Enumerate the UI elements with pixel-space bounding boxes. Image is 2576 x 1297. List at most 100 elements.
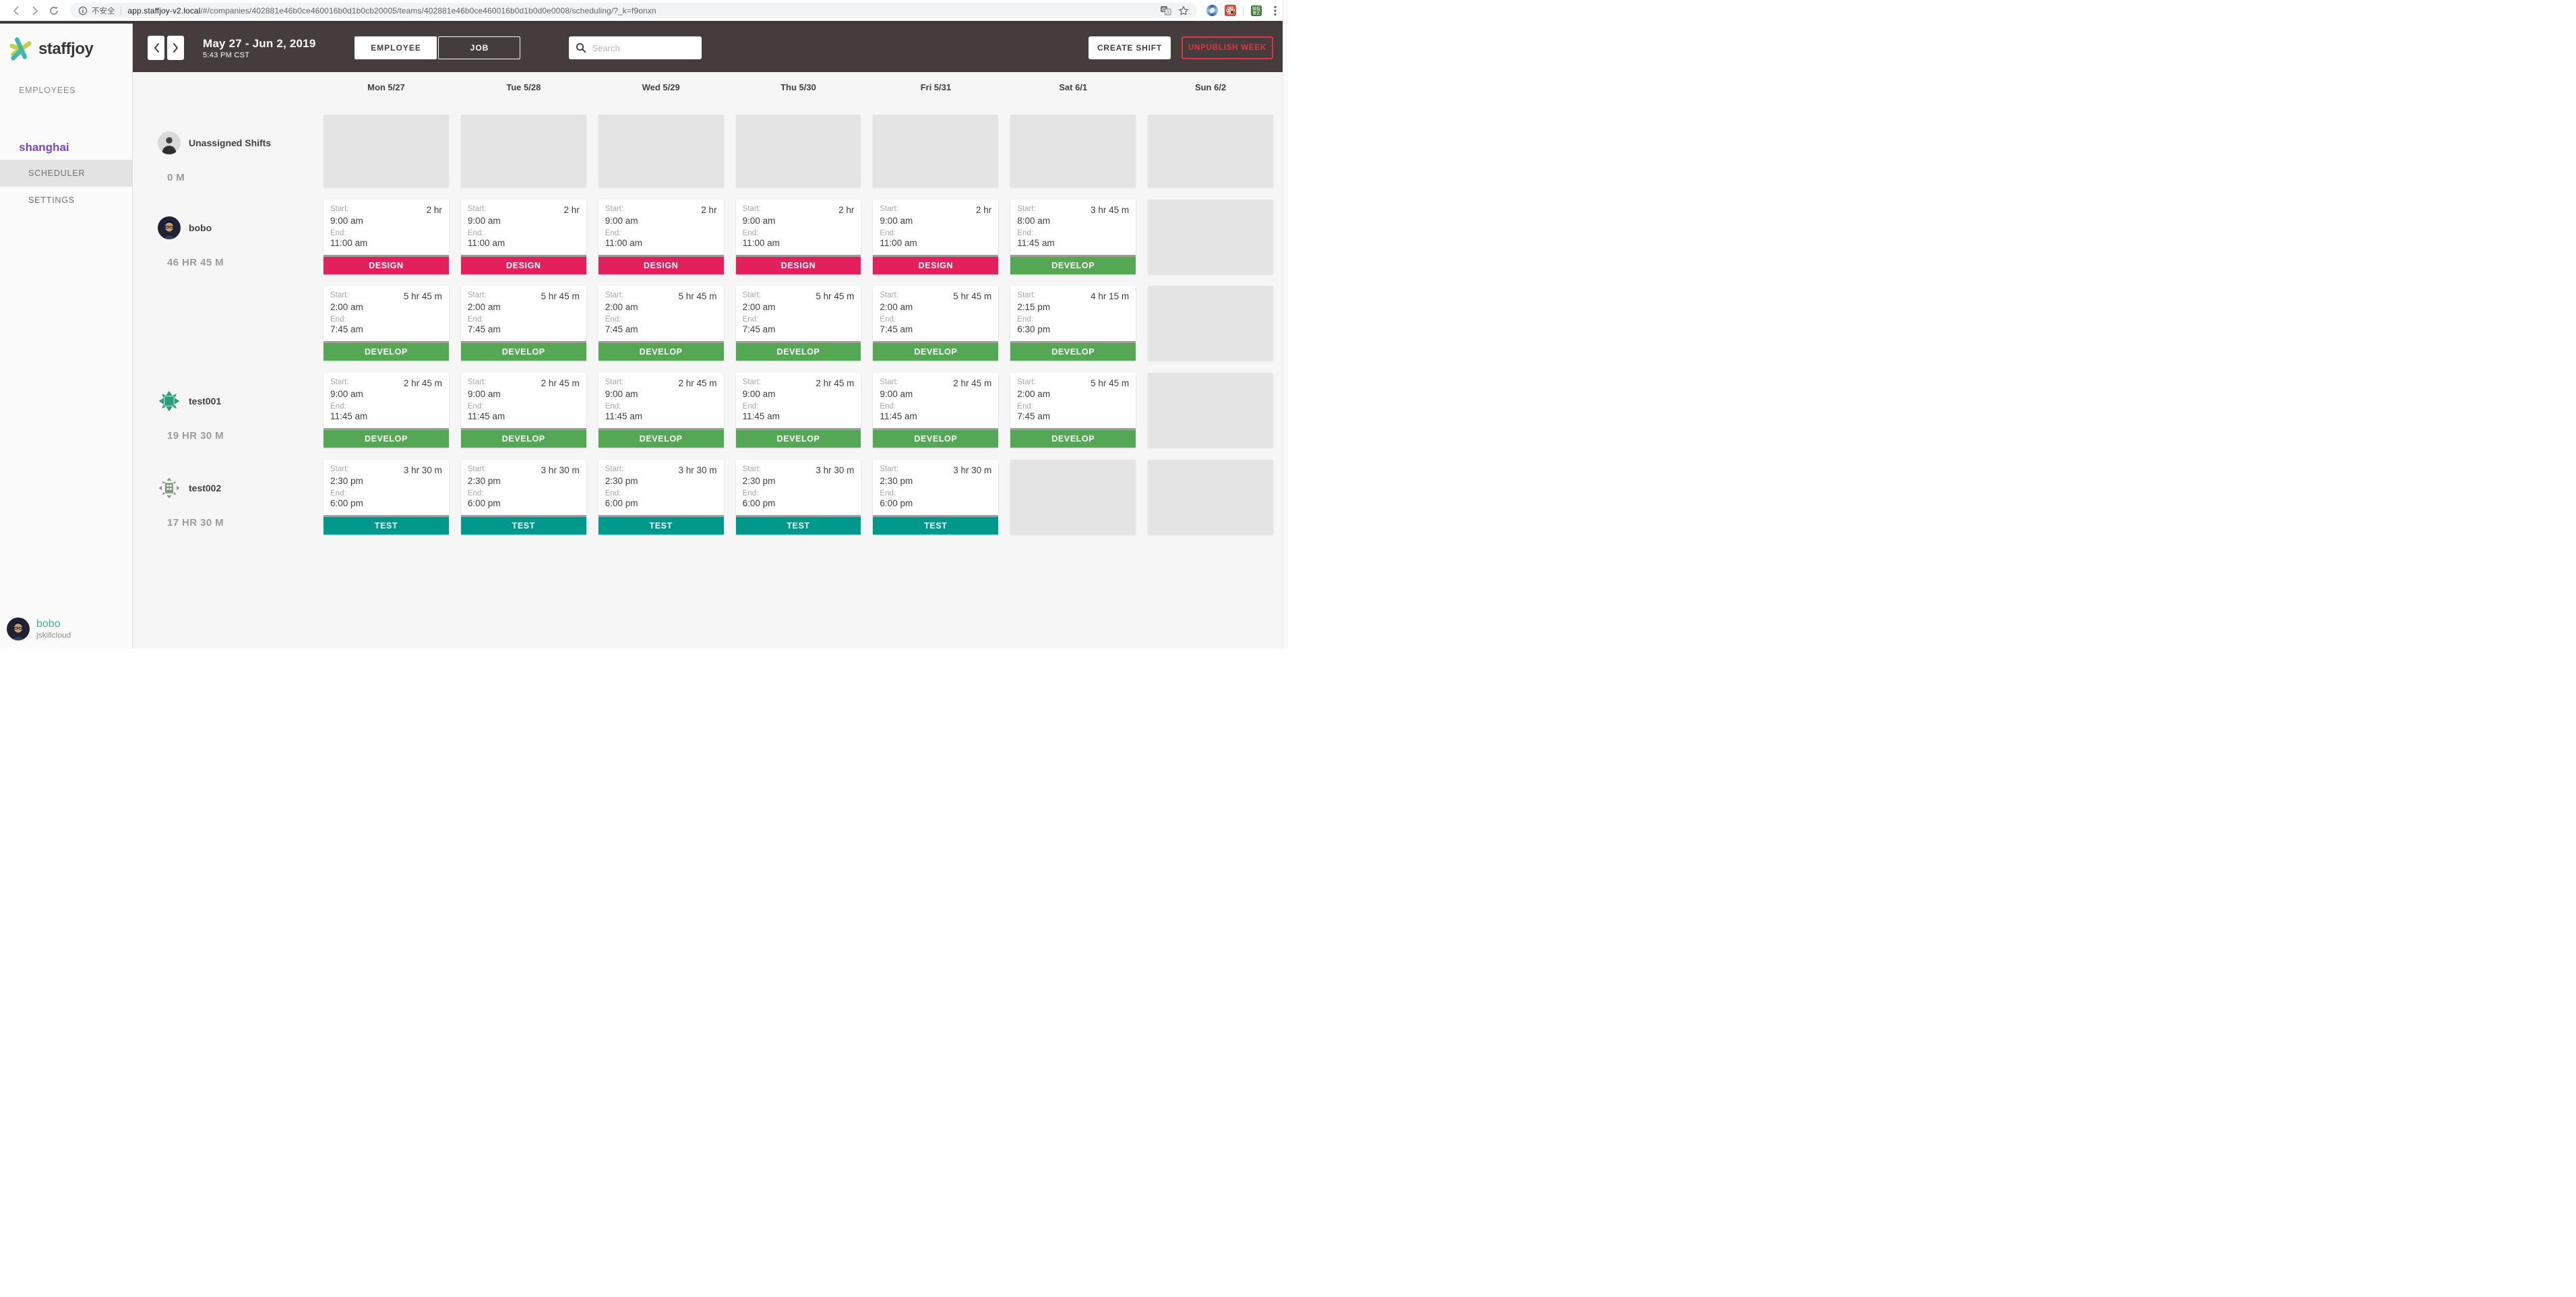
shift-card-body: Start: 5 hr 45 m 2:00 am End: 7:45 am: [736, 286, 861, 341]
shift-start-time: 9:00 am: [742, 389, 776, 399]
shift-start-time: 2:30 pm: [467, 476, 501, 486]
browser-reload-icon[interactable]: [44, 1, 63, 20]
address-bar[interactable]: 不安全 app.staffjoy-v2.local/#/companies/40…: [70, 3, 1197, 18]
staffjoy-logo[interactable]: staffjoy: [0, 24, 132, 65]
browser-menu-icon[interactable]: [1269, 1, 1281, 20]
shift-end-time: 6:00 pm: [605, 498, 638, 508]
page-info-icon[interactable]: [78, 6, 88, 16]
day-header: Fri 5/31: [920, 82, 952, 92]
shift-start-time: 9:00 am: [330, 389, 363, 399]
unpublish-week-button[interactable]: UNPUBLISH WEEK: [1182, 36, 1273, 59]
shift-card-body: Start: 3 hr 30 m 2:30 pm End: 6:00 pm: [599, 460, 724, 515]
start-label: Start:: [880, 291, 898, 299]
shift-card[interactable]: Start: 5 hr 45 m 2:00 am End: 7:45 am DEVELOP: [873, 286, 999, 361]
sidebar-user[interactable]: bobo jskillcloud: [0, 617, 132, 648]
shift-card-body: Start: 4 hr 15 m 2:15 pm End: 6:30 pm: [1010, 286, 1136, 341]
shift-card[interactable]: Start: 5 hr 45 m 2:00 am End: 7:45 am DEVELOP: [460, 286, 586, 361]
end-label: End:: [880, 489, 896, 497]
shift-start-time: 2:30 pm: [880, 476, 913, 486]
employee-name: bobo: [189, 222, 212, 233]
end-label: End:: [467, 229, 484, 237]
shift-start-time: 2:00 am: [467, 302, 501, 312]
shift-card[interactable]: Start: 2 hr 9:00 am End: 11:00 am DESIGN: [598, 200, 724, 274]
shift-end-time: 11:00 am: [742, 238, 780, 248]
shift-card[interactable]: Start: 2 hr 45 m 9:00 am End: 11:45 am DEVELO…: [460, 373, 586, 448]
shift-start-time: 2:00 am: [605, 302, 638, 312]
sidebar-item-settings[interactable]: SETTINGS: [28, 195, 75, 205]
shift-card[interactable]: Start: 2 hr 45 m 9:00 am End: 11:45 am DEVELO…: [735, 373, 861, 448]
shift-card[interactable]: Start: 5 hr 45 m 2:00 am End: 7:45 am DEVELOP: [735, 286, 861, 361]
day-header: Tue 5/28: [506, 82, 541, 92]
shift-card[interactable]: Start: 3 hr 30 m 2:30 pm End: 6:00 pm TEST: [460, 460, 586, 535]
shift-card[interactable]: Start: 3 hr 30 m 2:30 pm End: 6:00 pm TEST: [735, 460, 861, 535]
extension-icon-blue[interactable]: [1206, 5, 1218, 16]
shift-card[interactable]: Start: 5 hr 45 m 2:00 am End: 7:45 am DEVELOP: [1010, 373, 1136, 448]
shift-end-time: 7:45 am: [880, 324, 913, 334]
scrollbar-track[interactable]: [1283, 0, 1288, 648]
extension-icon-green-badge[interactable]: 微掘 课艺: [1250, 4, 1262, 17]
shift-card[interactable]: Start: 2 hr 9:00 am End: 11:00 am DESIGN: [460, 200, 586, 274]
search-box[interactable]: [569, 36, 702, 59]
shift-end-time: 11:45 am: [605, 411, 642, 421]
prev-week-button[interactable]: [148, 36, 164, 60]
shift-card[interactable]: Start: 3 hr 45 m 8:00 am End: 11:45 am DEVELO…: [1010, 200, 1136, 274]
shift-card[interactable]: Start: 5 hr 45 m 2:00 am End: 7:45 am DEVELOP: [324, 286, 449, 361]
shift-job-label: DEVELOP: [324, 341, 449, 361]
empty-shift-slot: [598, 115, 724, 187]
start-label: Start:: [467, 291, 487, 299]
shift-card-body: Start: 2 hr 45 m 9:00 am End: 11:45 am: [324, 373, 449, 428]
shift-card[interactable]: Start: 2 hr 9:00 am End: 11:00 am DESIGN: [873, 200, 999, 274]
end-label: End:: [880, 315, 896, 324]
end-label: End:: [1017, 315, 1033, 324]
schedule-body: Unassigned Shifts 0 M bobo 46 HR 45 M Start:…: [133, 102, 1283, 535]
shift-card[interactable]: Start: 3 hr 30 m 2:30 pm End: 6:00 pm TEST: [324, 460, 449, 535]
bookmark-star-icon[interactable]: [1178, 5, 1189, 16]
shift-card[interactable]: Start: 2 hr 45 m 9:00 am End: 11:45 am DEVELO…: [324, 373, 449, 448]
current-time: 5:43 PM CST: [203, 51, 250, 59]
shift-duration: 2 hr: [701, 205, 717, 215]
shift-card[interactable]: Start: 2 hr 45 m 9:00 am End: 11:45 am DEVELO…: [598, 373, 724, 448]
employee-section: test002 17 HR 30 M Start: 3 hr 30 m 2:30 pm E…: [133, 460, 1283, 535]
job-view-button[interactable]: JOB: [438, 36, 521, 59]
end-label: End:: [467, 402, 484, 411]
shift-card[interactable]: Start: 4 hr 15 m 2:15 pm End: 6:30 pm DEVELOP: [1010, 286, 1136, 361]
browser-forward-icon[interactable]: [26, 1, 44, 20]
end-label: End:: [880, 402, 896, 411]
start-label: Start:: [742, 378, 762, 386]
shift-duration: 4 hr 15 m: [1091, 291, 1130, 301]
shift-start-time: 9:00 am: [330, 216, 363, 226]
browser-back-icon[interactable]: [7, 1, 26, 20]
shift-job-label: TEST: [598, 515, 724, 535]
shift-end-time: 11:45 am: [742, 411, 780, 421]
shift-job-label: TEST: [460, 515, 586, 535]
shift-card-body: Start: 2 hr 9:00 am End: 11:00 am: [324, 200, 449, 255]
end-label: End:: [330, 489, 346, 497]
sidebar-item-employees[interactable]: EMPLOYEES: [19, 86, 76, 95]
shift-card-body: Start: 2 hr 45 m 9:00 am End: 11:45 am: [599, 373, 724, 428]
shift-card[interactable]: Start: 2 hr 45 m 9:00 am End: 11:45 am DEVELO…: [873, 373, 999, 448]
create-shift-button[interactable]: CREATE SHIFT: [1088, 36, 1171, 59]
search-input[interactable]: [592, 42, 696, 53]
sidebar-item-scheduler[interactable]: SCHEDULER: [0, 160, 132, 187]
start-label: Start:: [742, 205, 762, 213]
shift-job-label: DEVELOP: [735, 428, 861, 448]
employee-label: Unassigned Shifts 0 M: [133, 115, 311, 187]
sidebar-team-name[interactable]: shanghai: [19, 141, 69, 154]
start-label: Start:: [605, 291, 624, 299]
shift-start-time: 2:00 am: [330, 302, 363, 312]
shift-card[interactable]: Start: 2 hr 9:00 am End: 11:00 am DESIGN: [324, 200, 449, 274]
shift-card[interactable]: Start: 2 hr 9:00 am End: 11:00 am DESIGN: [735, 200, 861, 274]
shift-card[interactable]: Start: 3 hr 30 m 2:30 pm End: 6:00 pm TEST: [598, 460, 724, 535]
next-week-button[interactable]: [167, 36, 184, 60]
security-label[interactable]: 不安全: [92, 7, 115, 16]
empty-shift-slot: [873, 115, 999, 187]
extension-icon-red-atom[interactable]: [1225, 5, 1236, 16]
shift-card[interactable]: Start: 5 hr 45 m 2:00 am End: 7:45 am DEVELOP: [598, 286, 724, 361]
employee-view-button[interactable]: EMPLOYEE: [355, 36, 437, 59]
shift-job-label: DEVELOP: [1010, 341, 1136, 361]
shift-card[interactable]: Start: 3 hr 30 m 2:30 pm End: 6:00 pm TEST: [873, 460, 999, 535]
shift-duration: 2 hr: [976, 205, 992, 215]
shift-card-body: Start: 2 hr 45 m 9:00 am End: 11:45 am: [873, 373, 998, 428]
url-text[interactable]: app.staffjoy-v2.local/#/companies/402881…: [127, 5, 656, 16]
